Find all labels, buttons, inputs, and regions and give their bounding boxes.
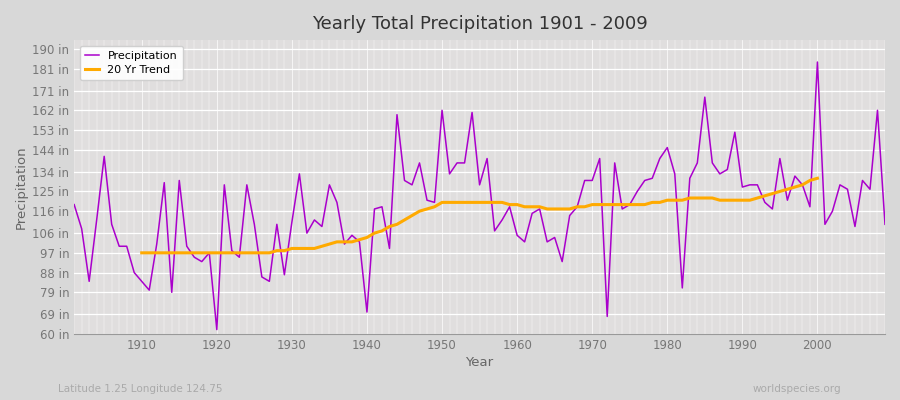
20 Yr Trend [797,182,808,187]
Precipitation [512,233,523,238]
Precipitation [68,202,79,207]
X-axis label: Year: Year [465,356,493,369]
20 Yr Trend [309,246,320,251]
Precipitation [519,240,530,244]
20 Yr Trend [136,250,147,255]
20 Yr Trend [812,176,823,181]
Precipitation [346,233,357,238]
Y-axis label: Precipitation: Precipitation [15,145,28,229]
20 Yr Trend [706,196,717,200]
Text: Latitude 1.25 Longitude 124.75: Latitude 1.25 Longitude 124.75 [58,384,223,394]
20 Yr Trend [294,246,305,251]
Line: Precipitation: Precipitation [74,62,885,330]
Precipitation [302,231,312,236]
Precipitation [879,222,890,227]
20 Yr Trend [789,185,800,190]
Legend: Precipitation, 20 Yr Trend: Precipitation, 20 Yr Trend [80,46,183,80]
Precipitation [609,160,620,165]
Precipitation [129,270,140,275]
Precipitation [812,60,823,64]
Text: worldspecies.org: worldspecies.org [753,384,842,394]
Line: 20 Yr Trend: 20 Yr Trend [141,178,817,253]
20 Yr Trend [219,250,230,255]
Precipitation [212,327,222,332]
Title: Yearly Total Precipitation 1901 - 2009: Yearly Total Precipitation 1901 - 2009 [311,15,647,33]
